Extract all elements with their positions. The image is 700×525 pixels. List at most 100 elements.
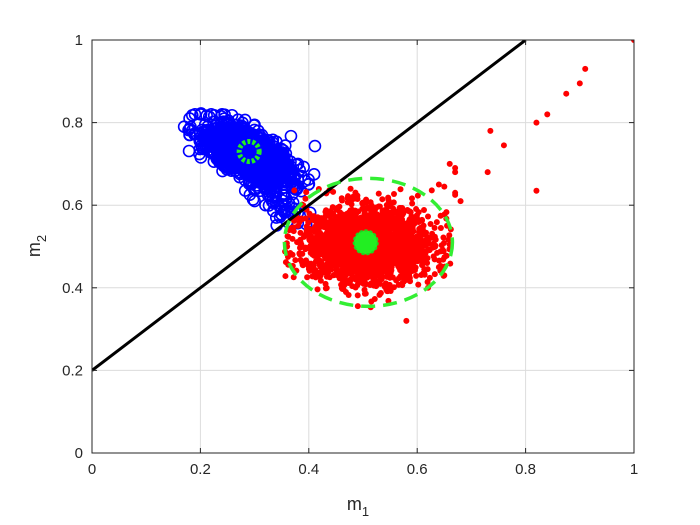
y-tick-label: 1 (75, 32, 83, 49)
centroid-red (352, 229, 379, 256)
red-point (345, 193, 352, 200)
red-point (314, 214, 321, 221)
red-point (426, 247, 433, 254)
blue-point (257, 156, 271, 170)
red-point (354, 292, 361, 299)
blue-point (269, 211, 283, 224)
red-point (289, 251, 296, 258)
red-point (384, 288, 391, 295)
x-tick-label: 0.2 (190, 461, 211, 478)
red-point (425, 236, 432, 243)
red-point (457, 198, 464, 205)
red-point (320, 269, 327, 276)
red-point (425, 213, 432, 220)
red-point (421, 266, 428, 273)
red-point (390, 199, 397, 206)
red-point (352, 220, 359, 227)
red-point (434, 249, 441, 256)
red-point (354, 194, 361, 201)
red-point (416, 248, 423, 255)
decision-line (92, 40, 527, 372)
red-point (338, 246, 345, 253)
red-point (320, 247, 327, 254)
red-point (445, 236, 452, 243)
red-point (367, 211, 374, 218)
red-point (415, 281, 422, 288)
blue-point (257, 176, 271, 190)
red-point (338, 195, 345, 202)
red-point (362, 267, 369, 274)
blue-point (302, 177, 316, 191)
blue-point (205, 128, 219, 142)
blue-point (284, 129, 298, 143)
red-point (440, 256, 447, 263)
blue-point (194, 151, 208, 164)
x-tick-label: 0 (88, 461, 96, 478)
red-point (349, 283, 356, 290)
red-point (393, 277, 400, 284)
red-point (387, 223, 394, 230)
red-point (406, 233, 413, 240)
red-point (305, 265, 312, 272)
red-point (394, 241, 401, 248)
blue-point (267, 196, 280, 210)
red-point (318, 231, 325, 238)
red-point (446, 232, 453, 239)
blue-point (291, 157, 305, 171)
red-point (342, 289, 349, 296)
x-tick-label: 0.6 (407, 461, 428, 478)
red-point (428, 187, 435, 194)
blue-point (222, 145, 235, 159)
red-point (382, 263, 389, 270)
red-point (386, 281, 393, 288)
y-tick-label: 0.2 (62, 362, 83, 379)
red-point (361, 290, 368, 297)
red-point (349, 209, 356, 216)
red-point (361, 210, 368, 217)
red-point (359, 274, 366, 281)
y-axis-label-main: m (24, 242, 44, 257)
red-point (413, 272, 420, 279)
red-point (393, 225, 400, 232)
red-point (426, 274, 433, 281)
red-point (386, 228, 393, 235)
x-axis-label-main: m (347, 494, 362, 514)
red-point (379, 196, 386, 203)
x-axis-label: m1 (347, 494, 369, 519)
red-point (307, 249, 314, 256)
red-point (396, 206, 403, 213)
red-point (443, 252, 450, 259)
red-point (582, 65, 589, 72)
red-point (341, 255, 348, 262)
red-point (303, 189, 310, 196)
red-point (371, 269, 378, 276)
y-axis-label: m2 (24, 235, 49, 257)
red-point (440, 248, 447, 255)
red-point (399, 232, 406, 239)
red-point (395, 218, 402, 225)
red-point (431, 224, 438, 231)
red-point (302, 215, 309, 222)
axes-box (91, 39, 635, 454)
red-point (406, 208, 413, 215)
red-point (282, 273, 289, 280)
red-point (373, 204, 380, 211)
red-point (329, 204, 336, 211)
red-point (452, 169, 459, 176)
red-point (304, 274, 311, 281)
red-point (339, 270, 346, 277)
red-point (392, 256, 399, 263)
red-point (431, 271, 438, 278)
red-point (323, 207, 330, 214)
red-point (405, 249, 412, 256)
red-point (378, 213, 385, 220)
red-point (368, 298, 375, 305)
red-point (432, 236, 439, 243)
blue-point (308, 139, 322, 153)
red-point (433, 219, 440, 226)
blue-point (188, 108, 202, 121)
red-point (330, 188, 337, 195)
red-point (298, 241, 305, 248)
blue-point (263, 174, 277, 188)
